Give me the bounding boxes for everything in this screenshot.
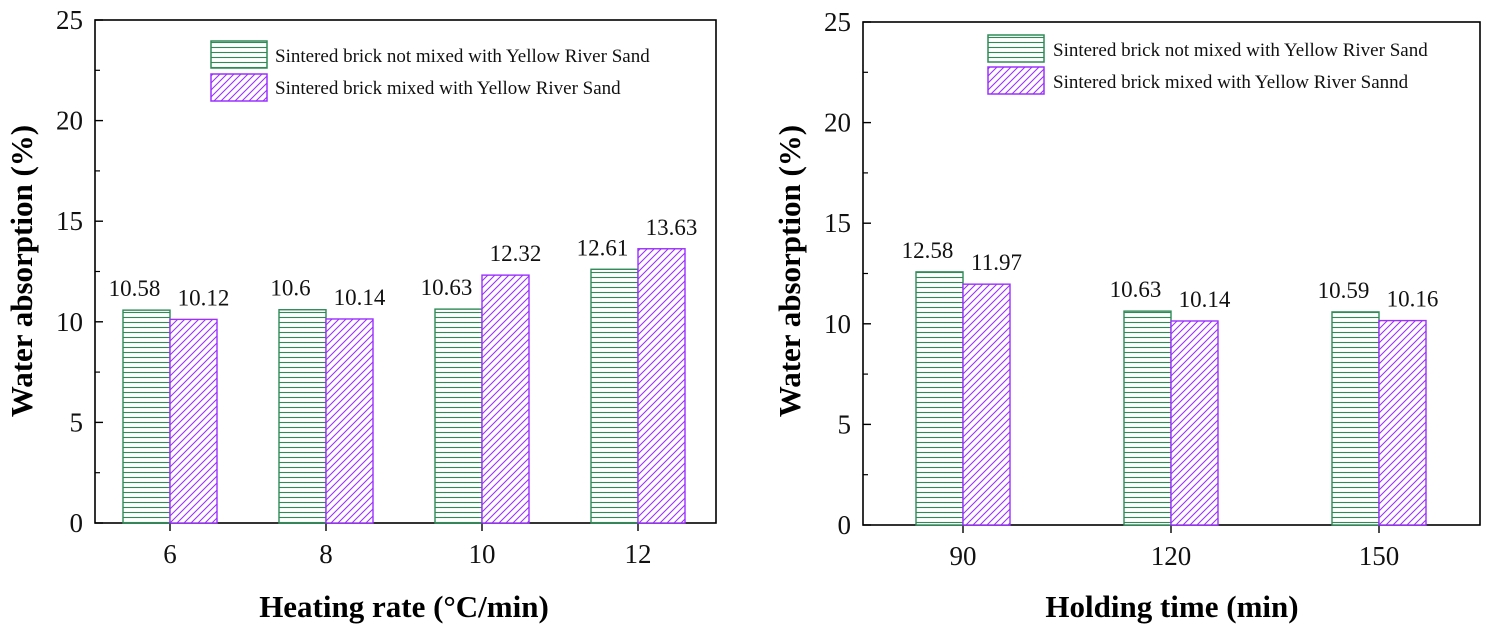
chart-holding-time-y-tick-label: 15 [824, 208, 851, 238]
chart-holding-time-y-title-group: Water absorption (%) [772, 125, 807, 417]
chart-heating-rate-bar-s0-8 [278, 309, 327, 524]
legend-label-series-0: Sintered brick not mixed with Yellow Riv… [1053, 40, 1428, 61]
legend-swatch-series-1 [987, 66, 1045, 95]
chart-holding-time-bar-s1-90 [962, 283, 1011, 526]
legend-swatch-series-0 [210, 40, 268, 69]
chart-heating-rate-x-tick-label: 12 [625, 539, 652, 569]
chart-holding-time-y-tick-label: 20 [824, 108, 851, 138]
chart-heating-rate: 0 5 10 15 20 25 6 10.58 10.12 8 10.6 10.14 10 10.63 12… [56, 5, 717, 569]
chart-holding-time-x-tick-label: 120 [1151, 541, 1192, 571]
chart-heating-rate-bar-s0-12 [590, 268, 639, 524]
chart-heating-rate-x-title-group: Heating rate (°C/min) [259, 589, 549, 624]
legend-label-series-0: Sintered brick not mixed with Yellow Riv… [275, 46, 650, 67]
chart-heating-rate-bar-s0-6 [122, 309, 171, 524]
chart-heating-rate-y-tick-label: 5 [70, 407, 84, 437]
chart-holding-time-bar-s0-120 [1123, 310, 1172, 526]
chart-holding-time-data-label-s0-150: 10.59 [1318, 278, 1370, 303]
legend-swatch-series-0 [987, 34, 1045, 63]
chart-holding-time-y-tick-label: 25 [824, 7, 851, 37]
chart-holding-time-x-axis-title: Holding time (min) [1045, 589, 1298, 624]
chart-heating-rate-x-tick-label: 10 [469, 539, 496, 569]
chart-holding-time-data-label-s1-90: 11.97 [971, 250, 1022, 275]
chart-holding-time-data-label-s0-120: 10.63 [1110, 277, 1162, 302]
chart-holding-time-y-axis-title: Water absorption (%) [772, 125, 807, 417]
chart-holding-time-data-label-s0-90: 12.58 [902, 238, 954, 263]
chart-heating-rate-y-title-group: Water absorption (%) [4, 125, 39, 417]
chart-holding-time-legend: Sintered brick not mixed with Yellow Riv… [987, 34, 1428, 95]
chart-heating-rate-y-tick-label: 25 [56, 5, 83, 35]
chart-heating-rate-data-label-s0-12: 12.61 [577, 235, 629, 260]
chart-heating-rate-y-tick-label: 0 [70, 508, 84, 538]
chart-heating-rate-y-tick-label: 20 [56, 106, 83, 136]
chart-holding-time-bar-s0-150 [1331, 311, 1380, 526]
chart-holding-time-y-tick-label: 5 [838, 409, 852, 439]
chart-heating-rate-data-label-s0-6: 10.58 [109, 276, 161, 301]
chart-heating-rate-x-axis-title: Heating rate (°C/min) [259, 589, 549, 624]
chart-holding-time-data-label-s1-120: 10.14 [1179, 287, 1231, 312]
chart-heating-rate-y-tick-label: 15 [56, 206, 83, 236]
chart-holding-time-bar-s1-120 [1170, 320, 1219, 526]
chart-holding-time-bar-s0-90 [915, 271, 964, 526]
chart-heating-rate-bar-s1-10 [481, 274, 530, 524]
chart-heating-rate-data-label-s1-8: 10.14 [334, 285, 386, 310]
chart-heating-rate-data-label-s1-6: 10.12 [178, 285, 230, 310]
chart-holding-time-bar-s1-150 [1378, 319, 1427, 526]
chart-heating-rate-x-tick-label: 6 [163, 539, 177, 569]
chart-holding-time-x-tick-label: 150 [1359, 541, 1400, 571]
legend-label-series-1: Sintered brick mixed with Yellow River S… [1053, 72, 1409, 93]
chart-heating-rate-bar-s1-8 [325, 318, 374, 524]
chart-heating-rate-y-axis-title: Water absorption (%) [4, 125, 39, 417]
chart-holding-time-y-tick-label: 0 [838, 510, 852, 540]
legend-label-series-1: Sintered brick mixed with Yellow River S… [275, 78, 621, 99]
chart-heating-rate-y-tick-label: 10 [56, 307, 83, 337]
chart-heating-rate-legend: Sintered brick not mixed with Yellow Riv… [210, 40, 650, 102]
chart-heating-rate-x-tick-label: 8 [319, 539, 333, 569]
chart-holding-time-data-label-s1-150: 10.16 [1387, 287, 1439, 312]
chart-heating-rate-data-label-s1-12: 13.63 [646, 215, 698, 240]
chart-heating-rate-bar-s1-6 [169, 318, 218, 524]
chart-heating-rate-data-label-s0-10: 10.63 [421, 275, 473, 300]
chart-holding-time-y-tick-label: 10 [824, 309, 851, 339]
chart-heating-rate-data-label-s0-8: 10.6 [270, 276, 310, 301]
chart-heating-rate-bar-s0-10 [434, 308, 483, 524]
chart-heating-rate-data-label-s1-10: 12.32 [490, 241, 542, 266]
legend-swatch-series-1 [210, 73, 268, 102]
chart-holding-time-x-title-group: Holding time (min) [1045, 589, 1298, 624]
chart-holding-time-x-tick-label: 90 [950, 541, 977, 571]
chart-heating-rate-bar-s1-12 [637, 248, 686, 524]
chart-holding-time: 0 5 10 15 20 25 90 12.58 11.97 120 10.63 10.14 150 10… [824, 7, 1481, 571]
